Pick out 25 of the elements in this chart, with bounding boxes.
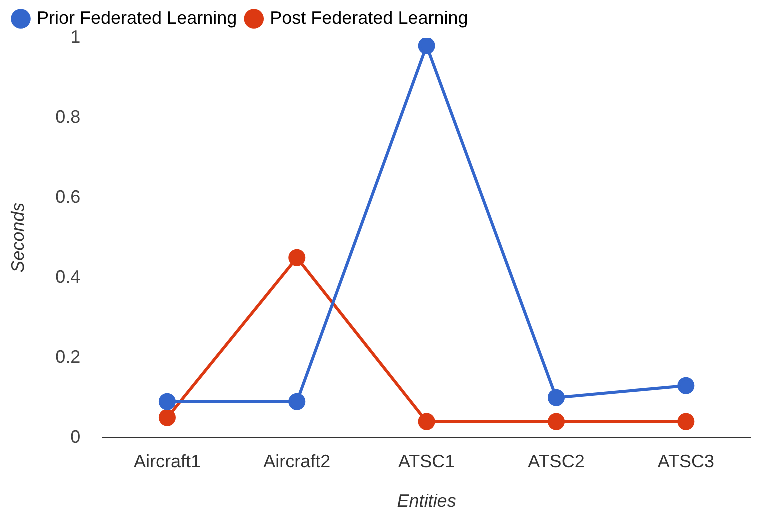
legend-label: Post Federated Learning — [270, 8, 468, 28]
point — [158, 393, 176, 410]
legend-label: Prior Federated Learning — [37, 8, 238, 28]
point — [288, 393, 306, 410]
y-tick-label: 0 — [70, 426, 81, 447]
x-tick-label: Aircraft2 — [264, 452, 331, 472]
x-tick-label: ATSC1 — [398, 452, 456, 472]
x-tick-label: Aircraft1 — [134, 452, 201, 472]
x-axis-title: Entities — [397, 491, 456, 512]
point — [418, 38, 436, 54]
x-tick-label: ATSC2 — [528, 452, 585, 472]
point — [418, 413, 436, 430]
point — [548, 413, 565, 430]
y-tick-label: 1 — [70, 26, 81, 47]
point — [288, 249, 306, 266]
point — [678, 413, 695, 430]
x-tick-label: ATSC3 — [658, 452, 715, 472]
y-tick-label: 0.8 — [56, 106, 81, 127]
point — [548, 389, 565, 406]
y-axis-title: Seconds — [8, 202, 28, 273]
point — [678, 377, 695, 394]
point — [158, 409, 176, 426]
y-tick-label: 0.4 — [56, 266, 81, 287]
y-tick-label: 0.6 — [56, 186, 81, 207]
y-tick-label: 0.2 — [56, 346, 81, 367]
